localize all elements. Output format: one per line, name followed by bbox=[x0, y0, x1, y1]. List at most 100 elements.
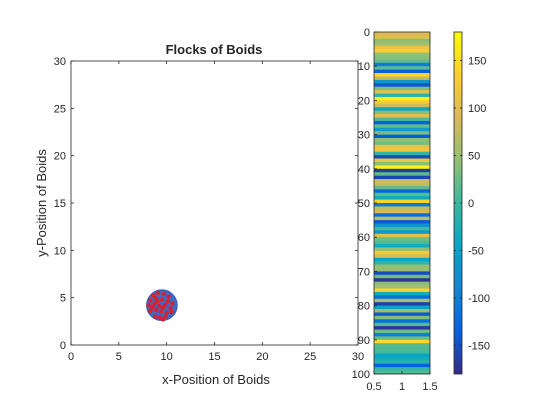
heatmap-cell bbox=[374, 312, 430, 317]
heatmap-cell bbox=[374, 141, 430, 146]
boid-point bbox=[160, 305, 166, 311]
heatmap-cell bbox=[374, 124, 430, 129]
heatmap-cell bbox=[374, 55, 430, 60]
heatmap-cell bbox=[374, 295, 430, 300]
heatmap-cell bbox=[374, 110, 430, 115]
boid-point bbox=[148, 308, 153, 314]
heatmap-cell bbox=[374, 96, 430, 101]
heatmap-cell bbox=[374, 158, 430, 163]
heatmap-cell bbox=[374, 237, 430, 241]
heatmap-cell bbox=[374, 346, 430, 351]
boid-point bbox=[164, 310, 169, 316]
heatmap-y-tick-label: 40 bbox=[358, 164, 370, 176]
heatmap-cell bbox=[374, 182, 430, 187]
heatmap-y-tick-label: 10 bbox=[358, 61, 370, 73]
heatmap-cell bbox=[374, 42, 430, 46]
heatmap-y-tick-label: 0 bbox=[364, 27, 370, 39]
x-tick-label: 30 bbox=[352, 351, 364, 363]
colorbar-tick-label: -50 bbox=[468, 246, 484, 258]
heatmap-x-ticks: 0.5 1 1.5 bbox=[366, 371, 438, 393]
heatmap-cell bbox=[374, 339, 430, 344]
heatmap-cell bbox=[374, 49, 430, 53]
heatmap-cell bbox=[374, 343, 430, 347]
heatmap-cell bbox=[374, 350, 430, 354]
heatmap-cell bbox=[374, 367, 430, 371]
colorbar-tick-label: -100 bbox=[468, 293, 490, 305]
heatmap-cell bbox=[374, 90, 430, 94]
colorbar-tick-label: 50 bbox=[468, 151, 480, 163]
heatmap-cell bbox=[374, 240, 430, 245]
heatmap-cell bbox=[374, 261, 430, 265]
scatter-axes: 0 5 10 15 20 25 30 0 5 10 15 20 25 30 Flocks of Boid… bbox=[34, 42, 364, 387]
heatmap-x-tick-label: 0.5 bbox=[366, 381, 381, 393]
boid-point bbox=[165, 299, 170, 304]
heatmap-cell bbox=[374, 62, 430, 67]
heatmap-cell bbox=[374, 254, 430, 259]
heatmap-x-tick-label: 1 bbox=[399, 381, 405, 393]
heatmap-cell bbox=[374, 203, 430, 207]
heatmap-cell bbox=[374, 86, 430, 91]
heatmap-cell bbox=[374, 329, 430, 334]
heatmap-cell bbox=[374, 38, 430, 43]
heatmap-axes: 0.5 1 1.5 0 10 20 30 40 50 60 70 80 90 100 bbox=[352, 27, 438, 393]
heatmap-cell bbox=[374, 305, 430, 310]
heatmap-cell bbox=[374, 127, 430, 132]
heatmap-cell bbox=[374, 155, 430, 159]
boid-point bbox=[158, 309, 164, 315]
colorbar-tick-label: 0 bbox=[468, 198, 474, 210]
colorbar-ticks: 150 100 50 0 -50 -100 -150 bbox=[454, 56, 490, 353]
boid-point bbox=[161, 291, 166, 297]
heatmap-cell bbox=[374, 93, 430, 98]
scatter-plot-area bbox=[70, 60, 359, 346]
heatmap-cell bbox=[374, 353, 430, 358]
heatmap-cell bbox=[374, 172, 430, 176]
heatmap-cell bbox=[374, 230, 430, 235]
boid-point bbox=[146, 303, 151, 308]
heatmap-cell bbox=[374, 291, 430, 296]
heatmap-cell bbox=[374, 100, 430, 105]
boid-point bbox=[154, 299, 160, 304]
heatmap-cell bbox=[374, 326, 430, 330]
boid-point bbox=[152, 314, 158, 319]
heatmap-cell bbox=[374, 332, 430, 337]
boid-point bbox=[151, 293, 156, 298]
heatmap-cell bbox=[374, 168, 430, 173]
heatmap-cell bbox=[374, 226, 430, 231]
heatmap-cell bbox=[374, 144, 430, 149]
heatmap-x-tick-label: 1.5 bbox=[422, 381, 437, 393]
heatmap-cell bbox=[374, 83, 430, 88]
heatmap-cell bbox=[374, 69, 430, 74]
colorbar-tick-label: 150 bbox=[468, 56, 486, 68]
y-tick-label: 25 bbox=[54, 103, 66, 115]
heatmap-cell bbox=[374, 264, 430, 269]
boid-point bbox=[168, 305, 173, 311]
heatmap-cell bbox=[374, 131, 430, 135]
heatmap-cell bbox=[374, 66, 430, 70]
heatmap-cell bbox=[374, 206, 430, 211]
heatmap-cell bbox=[374, 271, 430, 276]
heatmap-cell bbox=[374, 45, 430, 50]
heatmap-cell bbox=[374, 134, 430, 139]
boid-point bbox=[163, 314, 168, 319]
x-tick-label: 25 bbox=[304, 351, 316, 363]
heatmap-y-tick-label: 60 bbox=[358, 232, 370, 244]
boid-point bbox=[155, 290, 161, 296]
scatter-x-ticks: 0 5 10 15 20 25 30 bbox=[68, 61, 364, 363]
heatmap-y-ticks: 0 10 20 30 40 50 60 70 80 90 100 bbox=[352, 27, 377, 381]
heatmap-cell bbox=[374, 76, 430, 81]
y-tick-label: 5 bbox=[60, 293, 66, 305]
boid-point bbox=[156, 303, 162, 309]
heatmap-cell bbox=[374, 179, 430, 183]
heatmap-cell bbox=[374, 120, 430, 125]
boid-point bbox=[159, 297, 165, 302]
y-tick-label: 20 bbox=[54, 151, 66, 163]
heatmap-cell bbox=[374, 274, 430, 279]
y-tick-label: 10 bbox=[54, 245, 66, 257]
flock-layer bbox=[146, 289, 178, 322]
heatmap-cell bbox=[374, 35, 430, 40]
heatmap-cell bbox=[374, 199, 430, 204]
x-tick-label: 20 bbox=[256, 351, 268, 363]
heatmap-cell bbox=[374, 360, 430, 365]
x-tick-label: 15 bbox=[208, 351, 220, 363]
